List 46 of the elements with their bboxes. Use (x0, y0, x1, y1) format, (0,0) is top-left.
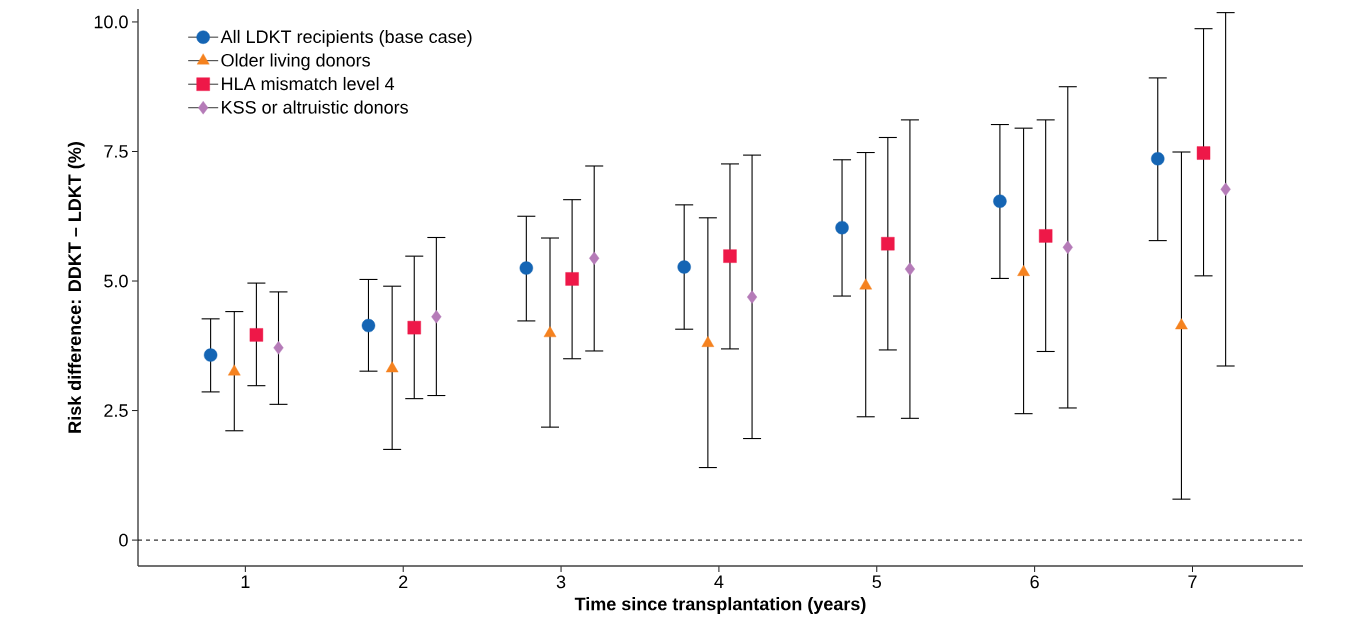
point (881, 237, 895, 251)
y-axis-title: Risk difference: DDKT – LDKT (%) (67, 142, 85, 433)
point (1220, 182, 1231, 197)
point (361, 318, 376, 333)
point (746, 290, 758, 304)
point (859, 278, 872, 290)
y-tick-label: 10.0 (94, 15, 128, 29)
x-tick-label: 7 (1188, 575, 1197, 588)
point (589, 251, 600, 265)
point (228, 364, 241, 376)
point (565, 272, 579, 286)
legend-label: HLA mismatch level 4 (222, 76, 395, 91)
x-axis-title: Time since transplantation (years) (574, 597, 866, 614)
x-tick-label: 1 (241, 575, 250, 588)
x-tick-label: 3 (556, 575, 566, 589)
point (701, 336, 715, 347)
point (519, 261, 534, 275)
point (249, 328, 264, 342)
point (385, 361, 399, 373)
x-tick-label: 4 (714, 575, 724, 588)
y-tick-label: 0 (119, 533, 128, 547)
point (835, 220, 849, 235)
x-tick-label: 5 (872, 575, 882, 589)
point (1038, 229, 1053, 243)
y-tick-label: 7.5 (104, 145, 128, 158)
point (723, 249, 737, 263)
point (1062, 240, 1073, 255)
point (273, 341, 284, 355)
point (677, 260, 691, 274)
point (407, 320, 421, 335)
point (904, 262, 915, 276)
point (543, 326, 557, 338)
y-tick-label: 5.0 (104, 274, 128, 288)
legend-label: KSS or altruistic donors (222, 100, 408, 114)
point (203, 348, 218, 362)
x-tick-label: 6 (1030, 575, 1039, 589)
point (1175, 318, 1188, 330)
y-tick-label: 2.5 (104, 404, 128, 417)
legend-label: Older living donors (221, 53, 370, 71)
x-tick-label: 2 (399, 575, 408, 589)
point (1196, 146, 1211, 160)
legend-label: All LDKT recipients (base case) (220, 29, 472, 47)
point (1151, 152, 1165, 166)
point (993, 194, 1007, 208)
point (1017, 265, 1030, 276)
point (431, 310, 442, 324)
